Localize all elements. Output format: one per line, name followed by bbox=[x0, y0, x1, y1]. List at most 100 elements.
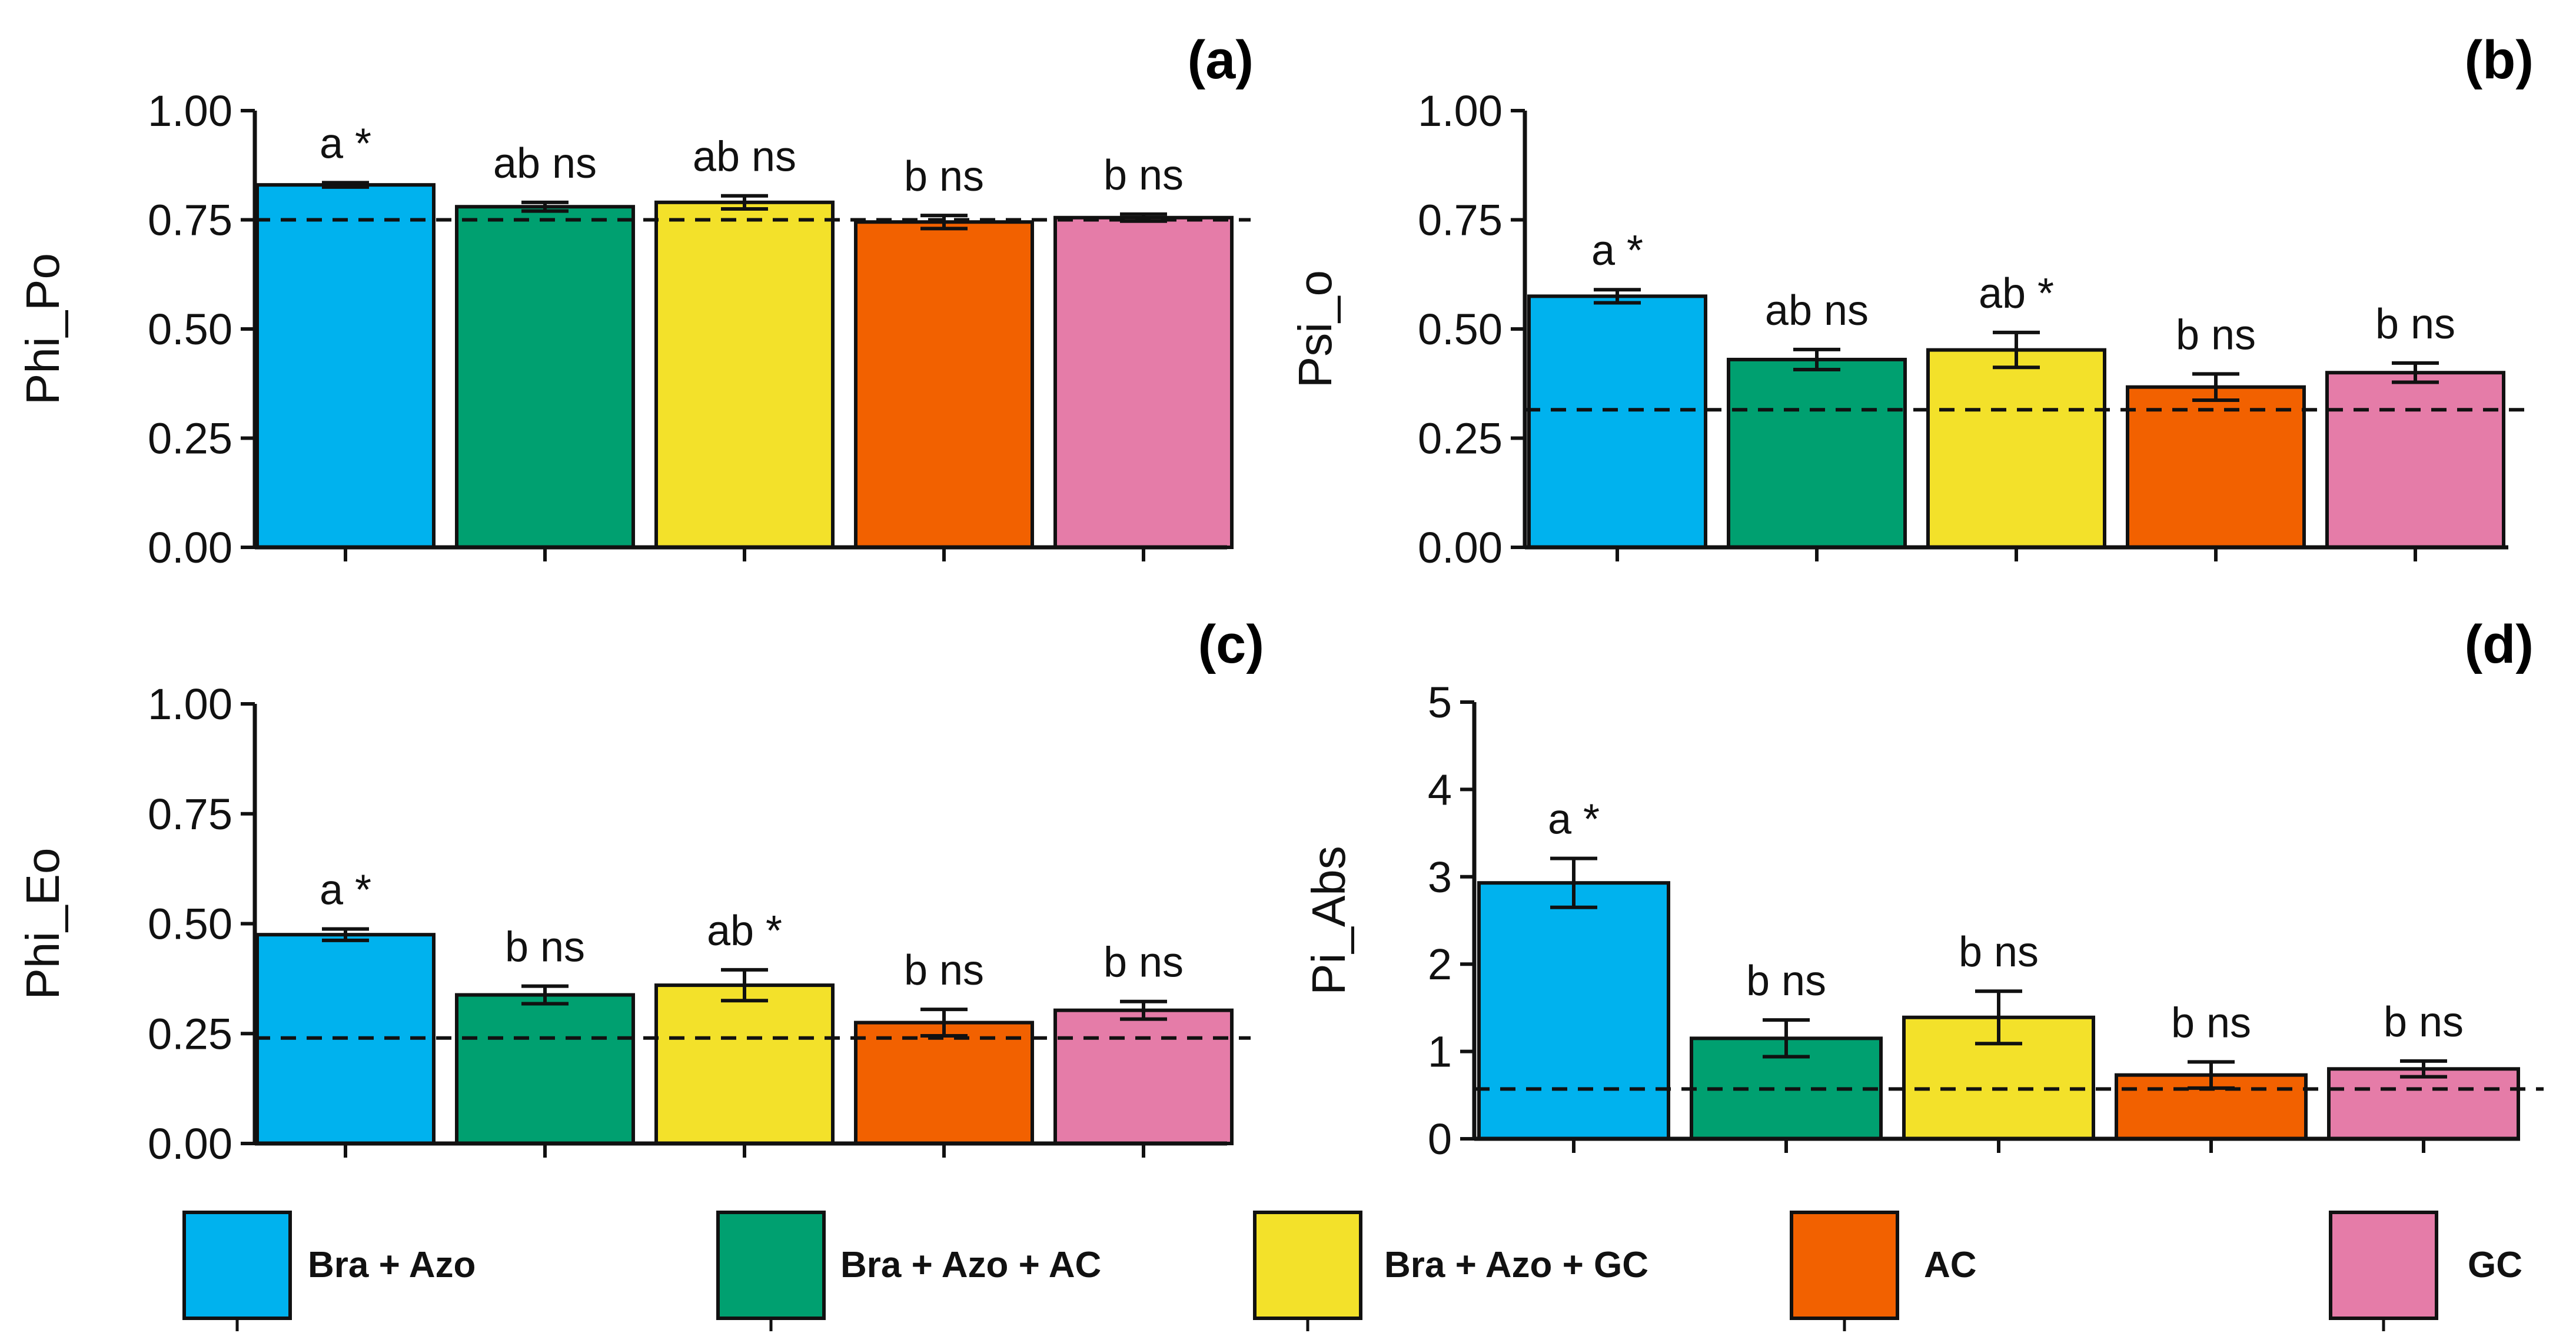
bar bbox=[2126, 385, 2306, 549]
y-tick-label: 0.00 bbox=[148, 1119, 232, 1168]
significance-label: a * bbox=[320, 866, 371, 913]
bar bbox=[654, 200, 835, 549]
error-bar bbox=[1763, 1018, 1810, 1059]
error-bar bbox=[2392, 361, 2439, 384]
significance-label: b ns bbox=[1103, 939, 1184, 986]
legend-swatch bbox=[2329, 1211, 2438, 1320]
error-bar bbox=[2192, 372, 2239, 402]
chart-panel-b: (b) Psi_o 0.00 0.25 0.50 0.75 1.00 a * ab ns ab *… bbox=[1289, 30, 2534, 572]
significance-label: a * bbox=[320, 120, 371, 167]
y-tick-label: 4 bbox=[1428, 765, 1452, 814]
legend-item: Bra + Azo bbox=[182, 1211, 476, 1331]
error-bar bbox=[1793, 347, 1840, 372]
error-bar bbox=[920, 1008, 968, 1038]
error-bar bbox=[1975, 989, 2022, 1046]
legend-label: GC bbox=[2468, 1245, 2522, 1285]
y-tick-label: 0.00 bbox=[1418, 523, 1503, 572]
y-axis-label: Psi_o bbox=[1289, 270, 1341, 388]
bar bbox=[1053, 215, 1234, 550]
significance-label: ab ns bbox=[693, 134, 796, 181]
bar bbox=[455, 205, 635, 549]
error-bar bbox=[1550, 856, 1597, 909]
legend-label: Bra + Azo bbox=[308, 1245, 476, 1285]
y-tick-label: 1.00 bbox=[1418, 87, 1503, 135]
significance-label: b ns bbox=[2176, 311, 2256, 358]
y-tick-label: 0.50 bbox=[148, 900, 232, 949]
error-bar bbox=[322, 927, 369, 942]
error-bar bbox=[322, 181, 369, 189]
y-tick-label: 0.75 bbox=[1418, 196, 1503, 245]
significance-label: b ns bbox=[2375, 301, 2455, 348]
y-axis-label: Phi_Po bbox=[16, 253, 69, 405]
error-bar bbox=[521, 200, 569, 213]
significance-label: b ns bbox=[2171, 999, 2251, 1046]
y-tick-label: 0.75 bbox=[148, 196, 232, 245]
panel-label: (b) bbox=[2465, 30, 2534, 90]
bar bbox=[1053, 1008, 1234, 1146]
chart-panel-c: (c) Phi_Eo 0.00 0.25 0.50 0.75 1.00 a * b ns ab *… bbox=[16, 614, 1264, 1168]
y-tick-label: 0.25 bbox=[148, 1009, 232, 1058]
legend-swatch bbox=[182, 1211, 292, 1320]
error-bar bbox=[1120, 999, 1167, 1021]
y-tick-label: 0.25 bbox=[148, 414, 232, 463]
bar bbox=[1477, 881, 1670, 1141]
legend-item: Bra + Azo + GC bbox=[1253, 1211, 1648, 1331]
y-tick-label: 0.50 bbox=[1418, 305, 1503, 354]
significance-label: b ns bbox=[1746, 958, 1826, 1005]
chart-panel-d: (d) Pi_Abs 0 1 2 3 4 5 a * b ns b ns b ns b ns bbox=[1302, 614, 2544, 1164]
significance-label: b ns bbox=[1959, 929, 2039, 976]
bar bbox=[1926, 348, 2106, 550]
significance-label: b ns bbox=[2384, 999, 2464, 1046]
y-tick-label: 1.00 bbox=[148, 680, 232, 729]
y-tick-label: 2 bbox=[1428, 940, 1452, 989]
significance-label: a * bbox=[1548, 796, 1600, 843]
y-tick-label: 1 bbox=[1428, 1028, 1452, 1076]
y-axis-label: Phi_Eo bbox=[16, 848, 69, 1000]
panel-label: (a) bbox=[1188, 30, 1254, 90]
y-tick-label: 0.75 bbox=[148, 790, 232, 839]
error-bar bbox=[521, 984, 569, 1006]
legend-item: AC bbox=[1790, 1211, 1977, 1331]
y-axis-label: Pi_Abs bbox=[1302, 846, 1355, 995]
significance-label: b ns bbox=[904, 947, 984, 994]
bar bbox=[455, 993, 635, 1146]
significance-label: ab ns bbox=[1765, 287, 1869, 334]
significance-label: ab ns bbox=[493, 140, 597, 187]
bar bbox=[654, 983, 835, 1145]
bar bbox=[854, 220, 1034, 549]
chart-panel-a: (a) Phi_Po 0.00 0.25 0.50 0.75 1.00 a * ab ns ab … bbox=[16, 30, 1254, 572]
legend-swatch bbox=[1790, 1211, 1899, 1320]
legend-swatch bbox=[716, 1211, 826, 1320]
error-bar bbox=[1993, 330, 2040, 370]
panel-label: (d) bbox=[2465, 614, 2534, 674]
error-bar bbox=[2400, 1059, 2447, 1079]
significance-label: a * bbox=[1591, 227, 1643, 274]
bar bbox=[2327, 1067, 2520, 1141]
bar bbox=[1527, 294, 1707, 549]
y-tick-label: 1.00 bbox=[148, 87, 232, 135]
legend-item: GC bbox=[2329, 1211, 2522, 1331]
significance-label: b ns bbox=[904, 153, 984, 200]
legend-label: Bra + Azo + GC bbox=[1384, 1245, 1648, 1285]
legend-label: Bra + Azo + AC bbox=[840, 1245, 1101, 1285]
y-tick-label: 5 bbox=[1428, 678, 1452, 727]
y-tick-label: 0.50 bbox=[148, 305, 232, 354]
y-tick-label: 0.25 bbox=[1418, 414, 1503, 463]
bar bbox=[255, 183, 436, 549]
y-tick-label: 0 bbox=[1428, 1115, 1452, 1164]
legend-item: Bra + Azo + AC bbox=[716, 1211, 1101, 1331]
y-tick-label: 0.00 bbox=[148, 523, 232, 572]
bar bbox=[1727, 357, 1907, 549]
error-bar bbox=[721, 968, 768, 1003]
error-bar bbox=[1594, 288, 1641, 305]
error-bar bbox=[721, 194, 768, 211]
legend: Bra + Azo Bra + Azo + AC Bra + Azo + GC AC G… bbox=[182, 1211, 2522, 1331]
significance-label: b ns bbox=[1103, 152, 1184, 199]
error-bar bbox=[920, 214, 968, 231]
panel-label: (c) bbox=[1198, 614, 1264, 674]
y-tick-label: 3 bbox=[1428, 853, 1452, 902]
bar bbox=[854, 1020, 1034, 1145]
legend-swatch bbox=[1253, 1211, 1362, 1320]
significance-label: b ns bbox=[505, 924, 585, 971]
